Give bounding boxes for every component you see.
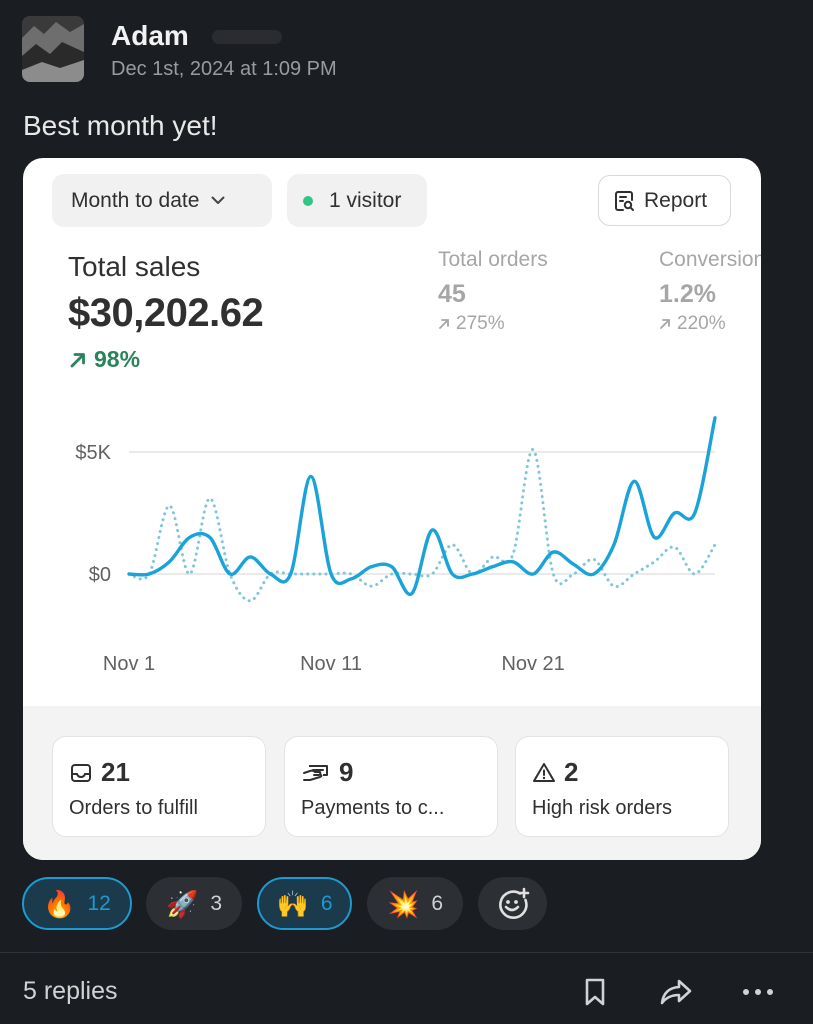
chevron-down-icon [211, 192, 225, 209]
share-button[interactable] [658, 974, 694, 1010]
date-range-dropdown[interactable]: Month to date [52, 174, 272, 227]
warning-icon [533, 762, 555, 782]
live-dot-icon [303, 195, 313, 206]
stat-label: Payments to c... [301, 797, 445, 819]
report-icon [615, 190, 634, 211]
thread-divider [0, 952, 813, 953]
reaction-count: 6 [320, 891, 333, 915]
metric-conversion[interactable]: Conversion 1.2% 220% [659, 248, 761, 335]
reaction-count: 3 [210, 891, 223, 915]
reaction-raised-hands[interactable]: 🙌 6 [257, 877, 352, 930]
series-line-previous [127, 448, 717, 603]
stat-count: 2 [564, 757, 579, 787]
add-reaction-button[interactable] [478, 877, 547, 930]
analytics-card: Month to date 1 visitor Report Total sal… [23, 158, 761, 860]
x-tick-label: Nov 1 [103, 653, 155, 675]
fire-emoji-icon: 🔥 [43, 888, 76, 919]
more-icon [743, 989, 773, 995]
total-sales-value: $30,202.62 [68, 291, 264, 335]
replies-link[interactable]: 5 replies [23, 977, 118, 1005]
report-label: Report [644, 188, 708, 212]
stat-payments-to-capture[interactable]: 9 Payments to c... [284, 736, 498, 837]
reaction-fire[interactable]: 🔥 12 [22, 877, 132, 930]
inbox-icon [71, 763, 91, 782]
metric-value: 45 [438, 280, 466, 308]
share-icon [660, 979, 692, 1005]
stat-count: 9 [339, 757, 354, 787]
reaction-count: 12 [87, 891, 111, 915]
reaction-count: 6 [431, 891, 444, 915]
raised-hands-emoji-icon: 🙌 [276, 888, 309, 919]
reaction-collision[interactable]: 💥 6 [367, 877, 463, 930]
metric-change: 220% [659, 313, 761, 335]
x-tick-label: Nov 11 [300, 653, 362, 675]
bookmark-icon [585, 978, 605, 1006]
stat-count: 21 [101, 757, 130, 787]
y-tick-label: $0 [89, 564, 111, 586]
metric-total-orders[interactable]: Total orders 45 275% [438, 248, 548, 335]
reaction-rocket[interactable]: 🚀 3 [146, 877, 242, 930]
series-line-current [127, 416, 717, 597]
x-tick-label: Nov 21 [501, 653, 564, 675]
total-sales-label: Total sales [68, 251, 201, 282]
metric-change-value: 220% [677, 313, 726, 334]
message-text: Best month yet! [23, 110, 218, 141]
arrow-up-right-icon [439, 319, 449, 329]
message-timestamp[interactable]: Dec 1st, 2024 at 1:09 PM [111, 58, 337, 80]
total-sales-change-value: 98% [94, 346, 141, 372]
metric-change-value: 275% [456, 313, 505, 334]
rocket-emoji-icon: 🚀 [165, 888, 199, 919]
y-tick-label: $5K [75, 442, 111, 464]
report-button[interactable]: Report [598, 175, 731, 226]
arrow-up-right-icon [660, 319, 670, 329]
arrow-up-right-icon [70, 352, 85, 367]
visitor-label: 1 visitor [329, 188, 402, 212]
metric-label: Conversion [659, 248, 761, 271]
add-reaction-icon [498, 887, 529, 919]
more-actions-button[interactable] [740, 974, 776, 1010]
bookmark-button[interactable] [577, 974, 613, 1010]
total-sales-change: 98% [68, 346, 140, 373]
author-name[interactable]: Adam [111, 20, 189, 51]
sales-line-chart[interactable]: $5K $0 Nov 1 Nov 11 Nov 21 [23, 398, 761, 698]
collision-emoji-icon: 💥 [386, 888, 420, 919]
metric-value: 1.2% [659, 280, 716, 308]
author-status-blur [212, 30, 282, 44]
payment-icon [303, 764, 328, 781]
stat-label: High risk orders [532, 797, 673, 819]
live-visitor-pill[interactable]: 1 visitor [287, 174, 427, 227]
metric-change: 275% [438, 313, 548, 335]
stat-orders-to-fulfill[interactable]: 21 Orders to fulfill [52, 736, 266, 837]
avatar[interactable] [22, 16, 84, 82]
card-footer: 21 Orders to fulfill 9 Payments to c... [23, 706, 761, 860]
metric-label: Total orders [438, 248, 548, 271]
avatar-photo [22, 16, 84, 82]
date-range-label: Month to date [71, 188, 200, 212]
stat-label: Orders to fulfill [69, 797, 198, 819]
stat-high-risk-orders[interactable]: 2 High risk orders [515, 736, 729, 837]
